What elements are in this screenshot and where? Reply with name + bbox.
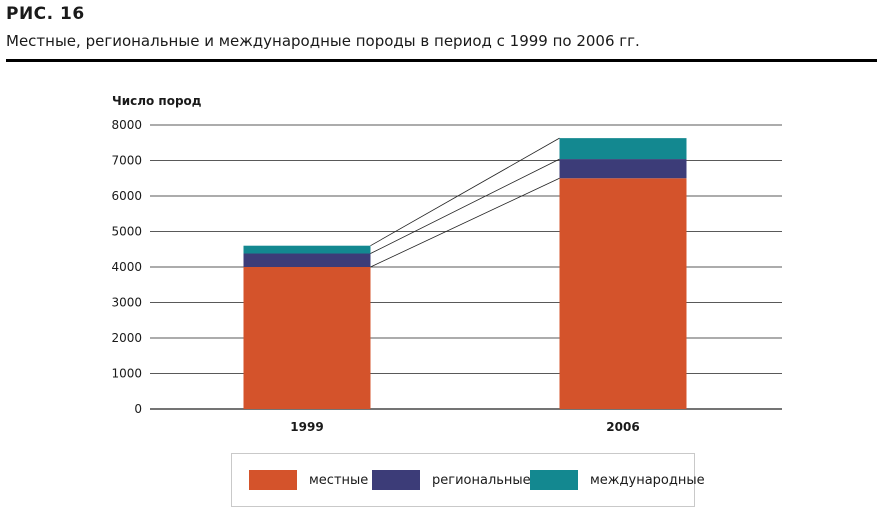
y-tick-labels: 0 1000 2000 3000 4000 5000 6000 7000 8000 xyxy=(111,118,142,416)
bar-1999-series-1 xyxy=(243,253,371,267)
legend-swatch-regional xyxy=(372,470,420,490)
bar-2006-series-0 xyxy=(559,178,687,409)
y-tick-3000: 3000 xyxy=(111,296,142,310)
bar-2006-series-2 xyxy=(559,138,687,160)
connector-line-0 xyxy=(370,177,560,268)
legend-item-regional: региональные xyxy=(372,470,531,490)
x-tick-1999: 1999 xyxy=(290,420,323,434)
connector-line-2 xyxy=(370,137,560,247)
x-tick-2006: 2006 xyxy=(606,420,639,434)
bar-1999-series-0 xyxy=(243,267,371,409)
y-tick-7000: 7000 xyxy=(111,154,142,168)
bar-1999-series-2 xyxy=(243,245,371,254)
connector-lines xyxy=(370,137,560,268)
y-tick-6000: 6000 xyxy=(111,189,142,203)
legend-swatch-local xyxy=(249,470,297,490)
y-tick-2000: 2000 xyxy=(111,331,142,345)
legend-item-local: местные xyxy=(249,470,368,490)
connector-line-1 xyxy=(370,158,560,254)
figure-label: РИС. 16 xyxy=(6,4,85,24)
legend-label-international: международные xyxy=(590,472,705,488)
y-tick-4000: 4000 xyxy=(111,260,142,274)
header-rule xyxy=(6,59,877,62)
legend-item-international: международные xyxy=(530,470,705,490)
bar-2006-series-1 xyxy=(559,159,687,179)
legend: местные региональные международные xyxy=(231,453,705,507)
y-axis-label: Число пород xyxy=(112,94,202,108)
x-tick-labels: 1999 2006 xyxy=(290,420,639,434)
legend-swatch-international xyxy=(530,470,578,490)
legend-label-local: местные xyxy=(309,472,369,488)
bars xyxy=(243,138,687,409)
y-tick-8000: 8000 xyxy=(111,118,142,132)
stacked-bar-chart: 0 1000 2000 3000 4000 5000 6000 7000 8000 1999 20… xyxy=(111,94,782,434)
y-tick-1000: 1000 xyxy=(111,367,142,381)
figure-caption: Местные, региональные и международные по… xyxy=(6,32,640,50)
legend-label-regional: региональные xyxy=(432,472,531,488)
y-tick-0: 0 xyxy=(134,402,142,416)
y-tick-5000: 5000 xyxy=(111,225,142,239)
